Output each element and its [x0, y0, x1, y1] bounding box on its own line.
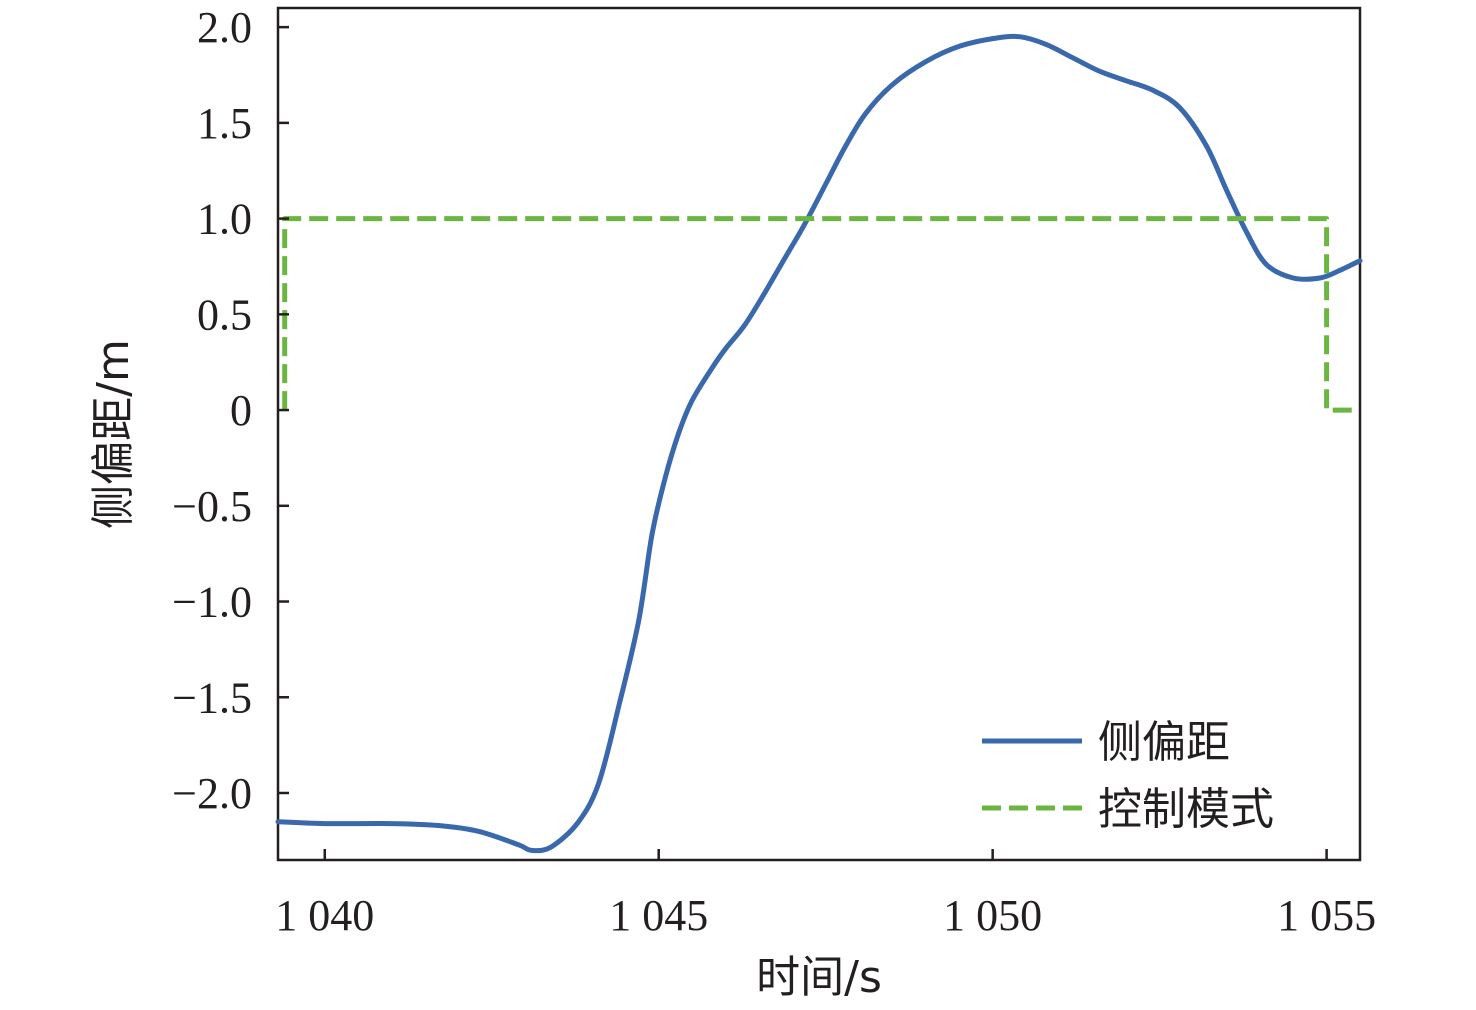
y-tick-label: −0.5	[172, 482, 252, 531]
x-tick-label: 1 045	[609, 891, 708, 940]
y-tick-label: −2.0	[172, 769, 252, 818]
x-tick-label: 1 050	[943, 891, 1042, 940]
x-axis-title: 时间/s	[756, 952, 882, 1003]
y-tick-label: −1.0	[172, 578, 252, 627]
y-tick-label: 1.0	[197, 195, 252, 244]
plot-frame	[276, 6, 1362, 862]
y-tick-label: 1.5	[197, 99, 252, 148]
legend-label-lateral-offset: 侧偏距	[1098, 717, 1230, 768]
series-line-1	[282, 216, 1354, 413]
ticks-layer	[278, 25, 1328, 860]
y-tick-label: 2.0	[197, 3, 252, 52]
series-layer	[275, 33, 1363, 854]
legend: 侧偏距 控制模式	[982, 717, 1274, 835]
x-tick-label: 1 055	[1277, 891, 1376, 940]
y-tick-label: 0	[230, 386, 252, 435]
y-axis-title: 侧偏距/m	[88, 339, 139, 529]
y-tick-label: 0.5	[197, 290, 252, 339]
y-tick-label: −1.5	[172, 673, 252, 722]
legend-label-control-mode: 控制模式	[1098, 784, 1274, 835]
x-tick-label: 1 040	[275, 891, 374, 940]
tick-labels-layer: 1 040 1 045 1 050 1 055 2.0 1.5 1.0 0.5 0 −0.5 −1.…	[172, 3, 1376, 940]
